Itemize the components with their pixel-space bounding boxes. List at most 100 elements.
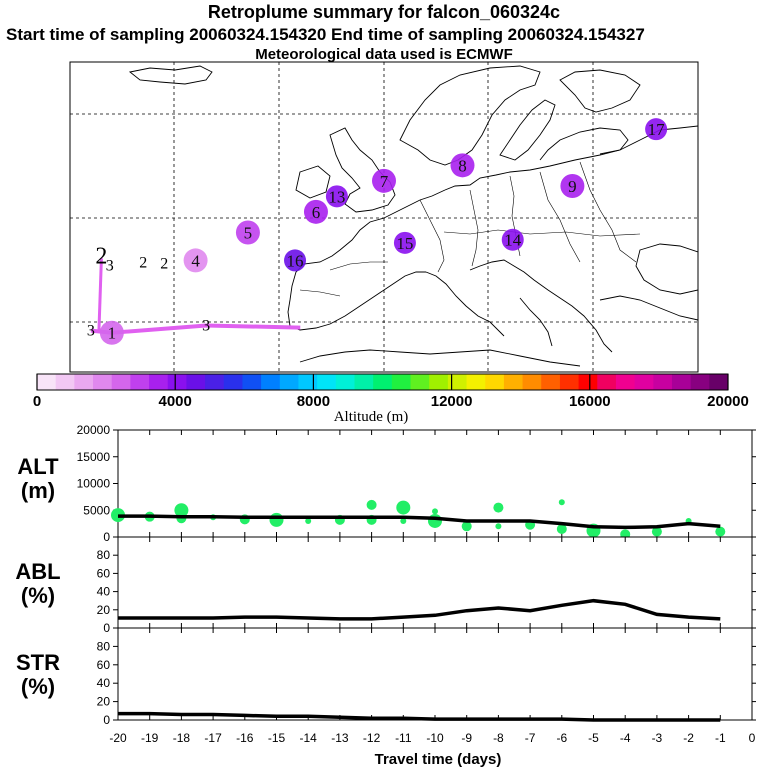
altitude-dot bbox=[305, 517, 312, 524]
colorbar-cell bbox=[93, 374, 113, 390]
map-frame bbox=[69, 61, 699, 373]
colorbar-cell bbox=[261, 374, 281, 390]
colorbar-cell bbox=[37, 374, 57, 390]
panel-label: (%) bbox=[21, 583, 55, 608]
x-tick-label: -8 bbox=[493, 731, 504, 745]
y-tick-label: 0 bbox=[103, 713, 110, 727]
colorbar-cell bbox=[149, 374, 169, 390]
panel-frame bbox=[117, 627, 753, 721]
map-marker bbox=[325, 185, 348, 208]
panel-alt: 0 5000 10000 15000 20000 ALT(m) bbox=[17, 423, 756, 544]
map-marker-label: 1 bbox=[108, 324, 117, 343]
x-tick-label: -4 bbox=[620, 731, 631, 745]
altitude-dot bbox=[558, 499, 565, 506]
altitude-dot bbox=[174, 503, 189, 518]
colorbar-cell bbox=[709, 374, 729, 390]
colorbar-cell bbox=[447, 374, 468, 390]
altitude-dot bbox=[432, 508, 438, 515]
series-line bbox=[118, 514, 721, 530]
x-tick-label: -7 bbox=[525, 731, 536, 745]
panel-label: (%) bbox=[21, 674, 55, 699]
panel-abl: 0 20 40 60 80 ABL(%) bbox=[15, 536, 756, 635]
colorbar-axis-label: Altitude (m) bbox=[334, 409, 409, 425]
colorbar-cell bbox=[74, 374, 94, 390]
x-tick-label: -3 bbox=[652, 731, 663, 745]
map-marker bbox=[560, 174, 585, 198]
x-tick-label: -11 bbox=[395, 731, 412, 745]
map-marker bbox=[372, 168, 396, 193]
map-marker-label: 2 bbox=[95, 243, 107, 269]
colorbar-cell bbox=[559, 374, 580, 390]
y-tick-label: 0 bbox=[103, 530, 110, 544]
map-marker-label: 4 bbox=[191, 251, 200, 270]
x-tick-label: -5 bbox=[588, 731, 599, 745]
map-marker-label: 3 bbox=[202, 318, 210, 335]
x-tick-label: -9 bbox=[461, 731, 472, 745]
map-marker-label: 5 bbox=[244, 224, 253, 243]
altitude-dot bbox=[366, 499, 377, 510]
x-tick-label: -12 bbox=[363, 731, 381, 745]
colorbar-cell bbox=[373, 374, 393, 390]
x-tick-label: -1 bbox=[715, 731, 726, 745]
altitude-dot bbox=[495, 523, 502, 530]
y-tick-label: 40 bbox=[97, 676, 111, 690]
colorbar-cell bbox=[354, 374, 374, 390]
map-marker-label: 7 bbox=[380, 172, 389, 191]
map-marker-label: 2 bbox=[139, 254, 147, 271]
x-tick-label: -10 bbox=[426, 731, 444, 745]
panel-label: STR bbox=[16, 650, 60, 675]
colorbar-tick-label: 8000 bbox=[297, 393, 330, 410]
colorbar-tick-label: 4000 bbox=[159, 393, 192, 410]
y-tick-label: 10000 bbox=[77, 477, 111, 491]
map-marker-label: 9 bbox=[568, 177, 577, 196]
time-series-panels: 05000100001500020000ALT(m)020406080ABL(%… bbox=[15, 423, 756, 768]
colorbar-cell bbox=[186, 374, 206, 390]
x-tick-label: -17 bbox=[204, 731, 222, 745]
x-tick-label: -18 bbox=[173, 731, 191, 745]
panel-label: ABL bbox=[15, 559, 60, 584]
map-marker bbox=[99, 320, 124, 345]
map-marker-label: 3 bbox=[106, 258, 114, 275]
y-tick-label: 80 bbox=[97, 548, 111, 562]
x-tick-label: -19 bbox=[141, 731, 159, 745]
map-marker bbox=[501, 228, 524, 251]
x-tick-label: -2 bbox=[683, 731, 694, 745]
colorbar-cell bbox=[279, 374, 299, 390]
altitude-dot bbox=[556, 523, 567, 534]
y-tick-label: 20 bbox=[97, 603, 111, 617]
x-tick-label: -15 bbox=[268, 731, 286, 745]
colorbar-cell bbox=[671, 374, 692, 390]
series-line bbox=[118, 711, 721, 722]
colorbar-cell bbox=[466, 374, 486, 390]
panel-label: (m) bbox=[21, 478, 55, 503]
x-tick-label: -14 bbox=[300, 731, 318, 745]
colorbar-cell bbox=[317, 374, 337, 390]
map-marker bbox=[645, 118, 668, 141]
altitude-dot bbox=[269, 512, 284, 527]
x-tick-label: -6 bbox=[556, 731, 567, 745]
colorbar-cell bbox=[223, 374, 243, 390]
map-marker-label: 17 bbox=[648, 120, 666, 139]
colorbar-cell bbox=[690, 374, 710, 390]
map-marker bbox=[450, 153, 475, 178]
altitude-dot bbox=[651, 526, 662, 537]
altitude-dot bbox=[461, 521, 472, 532]
altitude-dot bbox=[715, 526, 726, 537]
colorbar-cell bbox=[429, 374, 449, 390]
y-tick-label: 5000 bbox=[83, 503, 110, 517]
colorbar-cell bbox=[485, 374, 505, 390]
map-marker-label: 2 bbox=[160, 256, 168, 273]
altitude-dot bbox=[396, 500, 411, 515]
colorbar-cell bbox=[55, 374, 75, 390]
y-tick-label: 80 bbox=[97, 639, 111, 653]
colorbar-cell bbox=[335, 374, 355, 390]
colorbar-cell bbox=[167, 374, 187, 390]
map-marker-label: 16 bbox=[287, 251, 304, 270]
x-tick-label: -13 bbox=[331, 731, 349, 745]
map-marker-label: 15 bbox=[396, 234, 413, 253]
sampling-times: Start time of sampling 20060324.154320 E… bbox=[6, 25, 645, 44]
colorbar-cell bbox=[503, 374, 524, 390]
colorbar-cell bbox=[578, 374, 598, 390]
